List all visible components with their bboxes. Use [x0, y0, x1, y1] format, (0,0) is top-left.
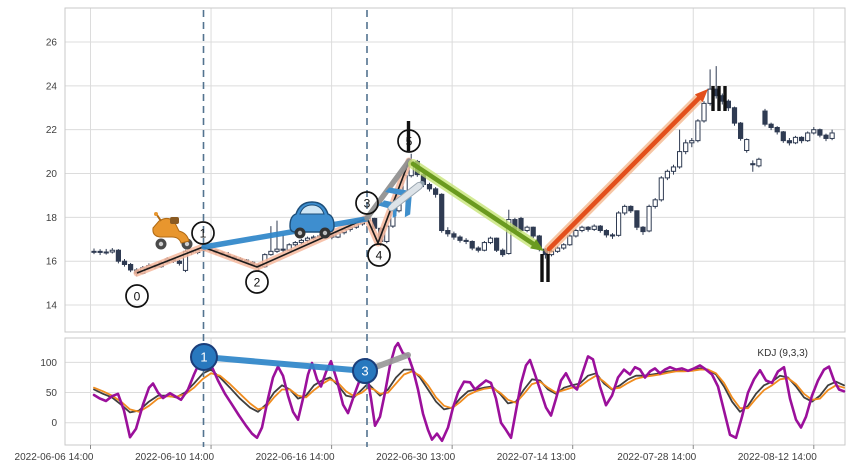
point-circle-0: 0: [125, 284, 149, 308]
bar-marker-3: [723, 86, 727, 111]
kdj-legend-label: KDJ (9,3,3): [757, 348, 808, 359]
kdj-segment-1-3: [201, 354, 368, 374]
bar-marker-1: [406, 121, 411, 151]
kdj-series-D: [93, 368, 845, 413]
svg-text:0: 0: [134, 289, 141, 303]
bar-marker-2: [546, 254, 550, 282]
bar-marker-3: [717, 86, 721, 111]
price-ytick: 20: [46, 169, 58, 180]
svg-text:1: 1: [200, 350, 207, 365]
kdj-ytick: 0: [51, 418, 57, 429]
point-circle-4: 4: [367, 243, 391, 267]
up-arrow-head: [694, 89, 708, 103]
kdj-ytick: 50: [46, 388, 58, 399]
x-tick-label: 2022-06-30 13:00: [376, 452, 455, 463]
kdj-ytick: 100: [40, 358, 57, 369]
point-circle-2: 2: [245, 270, 269, 294]
kdj-series-J: [92, 341, 846, 443]
kdj-circle-3: 3: [352, 358, 378, 384]
down-arrow-shaft: [410, 161, 536, 247]
price-ytick: 24: [46, 81, 58, 92]
point-circle-3: 3: [355, 191, 379, 215]
kdj-circle-1: 1: [190, 343, 218, 371]
x-tick-label: 2022-07-28 14:00: [617, 452, 696, 463]
grid-layer: [64, 7, 846, 446]
price-ytick: 18: [46, 213, 58, 224]
x-tick-label: 2022-06-06 14:00: [15, 452, 94, 463]
x-tick-label: 2022-08-12 14:00: [738, 452, 817, 463]
up-arrow-shaft: [546, 95, 702, 252]
segment-1-3: [201, 216, 369, 250]
panel-border: [64, 7, 846, 333]
price-ytick: 22: [46, 125, 58, 136]
airplane-icon: [377, 180, 425, 218]
bar-marker-3: [711, 86, 715, 111]
x-tick-label: 2022-06-16 14:00: [256, 452, 335, 463]
down-arrow-head: [530, 239, 544, 251]
price-ytick: 26: [46, 38, 58, 49]
annotations-layer: 0 1 2 3 4 5 1 3: [125, 86, 727, 384]
scooter-icon: [152, 212, 193, 250]
kdj-lines: [92, 341, 846, 443]
svg-text:1: 1: [200, 226, 207, 240]
zigzag-line: [136, 160, 410, 274]
point-circle-1: 1: [191, 221, 215, 245]
x-tick-label: 2022-06-10 14:00: [135, 452, 214, 463]
price-ytick: 14: [46, 301, 58, 312]
price-ytick: 16: [46, 257, 58, 268]
kdj-series-K: [93, 367, 845, 414]
svg-text:3: 3: [364, 196, 371, 210]
bar-marker-2: [540, 254, 544, 282]
car-icon: [289, 201, 335, 239]
x-tick-label: 2022-07-14 13:00: [497, 452, 576, 463]
svg-text:2: 2: [254, 275, 261, 289]
svg-text:4: 4: [376, 248, 383, 262]
svg-text:5: 5: [406, 134, 413, 148]
svg-text:3: 3: [361, 364, 368, 379]
point-circle-5: 5: [397, 129, 421, 153]
